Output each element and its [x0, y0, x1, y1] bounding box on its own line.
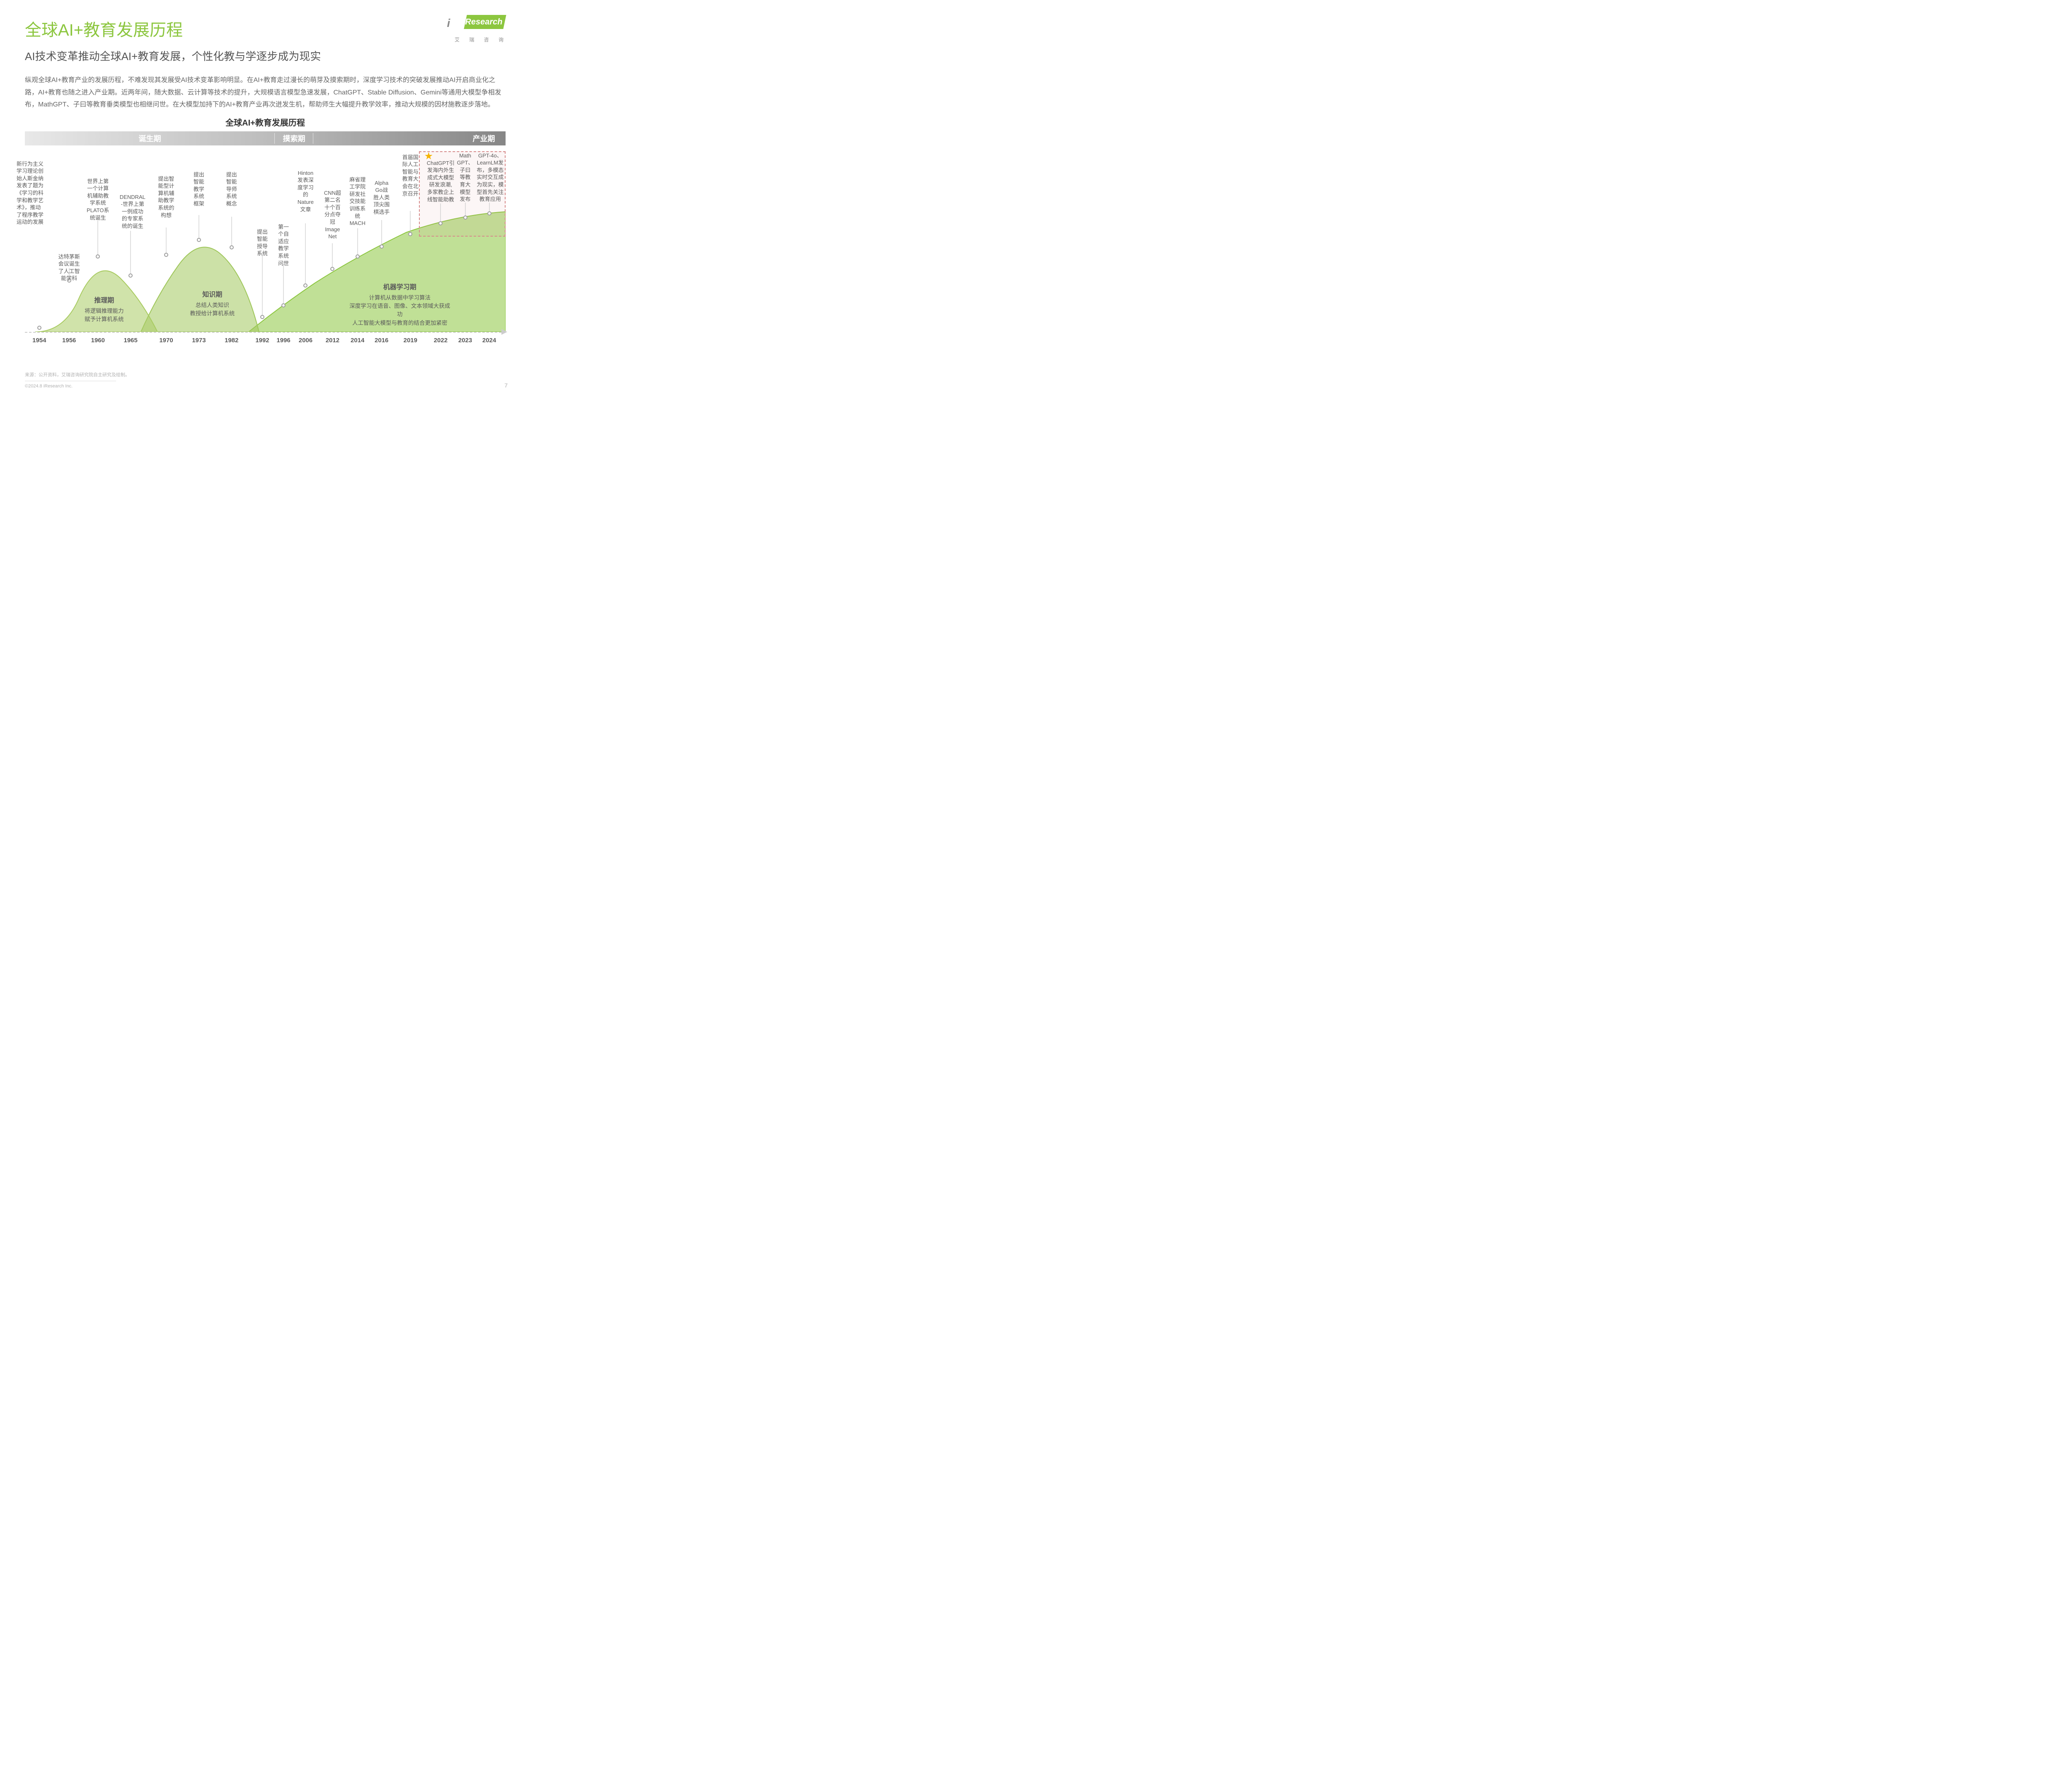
timeline-marker — [260, 315, 264, 319]
year-label: 1965 — [124, 337, 138, 344]
event-annotation: 提出 智能 导师 系统 概念 — [217, 171, 246, 208]
logo-subtitle: 艾 瑞 咨 询 — [444, 36, 508, 43]
year-label: 2022 — [434, 337, 448, 344]
year-label: 2006 — [299, 337, 312, 344]
leader-line — [381, 220, 382, 247]
phase-name: 机器学习期 — [347, 281, 453, 291]
chart-title: 全球AI+教育发展历程 — [25, 116, 506, 128]
timeline-marker — [96, 254, 100, 259]
timeline-marker — [330, 267, 334, 271]
leader-line — [305, 223, 306, 285]
year-label: 2014 — [351, 337, 364, 344]
leader-line — [198, 215, 199, 240]
timeline-marker — [463, 215, 467, 220]
timeline-marker — [281, 303, 286, 307]
leader-line — [283, 264, 284, 305]
timeline-marker — [408, 232, 412, 236]
year-label: 2016 — [375, 337, 388, 344]
event-annotation: 达特茅斯 会议诞生 了人工智 能学科 — [51, 253, 87, 282]
year-label: 1973 — [192, 337, 206, 344]
year-label: 1960 — [91, 337, 105, 344]
timeline-marker — [128, 273, 133, 278]
period-segment: 产业期 — [313, 131, 506, 145]
phase-box: 知识期总结人类知识 教授给计算机系统 — [190, 289, 235, 318]
timeline-marker — [164, 253, 168, 257]
event-annotation: 提出 智能 教学 系统 框架 — [184, 171, 213, 208]
event-annotation: GPT-4o、 LearnLM发 布，多模态 实时交互成 为现实，模 型首先关注… — [469, 152, 512, 203]
timeline-marker — [230, 245, 234, 249]
phase-desc: 将逻辑推理能力 赋予计算机系统 — [85, 307, 124, 324]
timeline-chart: ★195419561960196519701973198219921996200… — [25, 150, 506, 348]
year-label: 1970 — [159, 337, 173, 344]
timeline-marker — [438, 221, 443, 225]
phase-box: 机器学习期计算机从数据中学习算法 深度学习在语音、图像、文本领域大获成功 人工智… — [347, 281, 453, 327]
event-annotation: 第一 个自 适应 教学 系统 问世 — [269, 223, 298, 267]
year-label: 2012 — [326, 337, 339, 344]
leader-line — [231, 217, 232, 247]
timeline-marker — [487, 211, 491, 215]
phase-name: 知识期 — [190, 289, 235, 299]
logo: i Research 艾 瑞 咨 询 — [444, 17, 508, 43]
page-title: 全球AI+教育发展历程 — [25, 17, 506, 41]
logo-text: Research — [465, 17, 502, 27]
axis-arrow-icon — [501, 329, 507, 335]
event-annotation: 提出智 能型计 算机辅 助教学 系统的 构想 — [148, 175, 184, 219]
page-subtitle: AI技术变革推动全球AI+教育发展，个性化教与学逐步成为现实 — [25, 48, 506, 63]
period-segment: 摸索期 — [275, 131, 313, 145]
phase-name: 推理期 — [85, 295, 124, 305]
timeline-marker — [197, 238, 201, 242]
leader-line — [332, 243, 333, 269]
leader-line — [357, 228, 358, 256]
leader-line — [410, 211, 411, 234]
phase-desc: 总结人类知识 教授给计算机系统 — [190, 301, 235, 318]
period-bar: 诞生期摸索期产业期 — [25, 131, 506, 145]
timeline-marker — [380, 244, 384, 249]
phase-box: 推理期将逻辑推理能力 赋予计算机系统 — [85, 295, 124, 324]
phase-desc: 计算机从数据中学习算法 深度学习在语音、图像、文本领域大获成功 人工智能大模型与… — [347, 294, 453, 327]
body-paragraph: 纵观全球AI+教育产业的发展历程，不难发现其发展受AI技术变革影响明显。在AI+… — [25, 74, 506, 111]
year-label: 1992 — [255, 337, 269, 344]
timeline-marker — [356, 254, 360, 259]
logo-i: i — [447, 17, 450, 30]
leader-line — [262, 255, 263, 317]
year-label: 1982 — [225, 337, 238, 344]
source-note: 来源：公开资料，艾瑞咨询研究院自主研究及绘制。 — [25, 371, 130, 378]
event-annotation: 新行为主义 学习理论创 始人斯金纳 发表了题为 《学习的科 学和教学艺 术》，推… — [17, 160, 62, 226]
year-label: 1996 — [276, 337, 290, 344]
timeline-marker — [303, 283, 307, 288]
period-segment: 诞生期 — [25, 131, 275, 145]
year-label: 2023 — [458, 337, 472, 344]
copyright: ©2024.8 iResearch Inc. — [25, 381, 116, 389]
year-label: 2024 — [482, 337, 496, 344]
page-number: 7 — [504, 382, 508, 389]
year-label: 2019 — [404, 337, 417, 344]
leader-line — [166, 227, 167, 255]
year-label: 1954 — [32, 337, 46, 344]
timeline-marker — [37, 326, 41, 330]
year-label: 1956 — [62, 337, 76, 344]
